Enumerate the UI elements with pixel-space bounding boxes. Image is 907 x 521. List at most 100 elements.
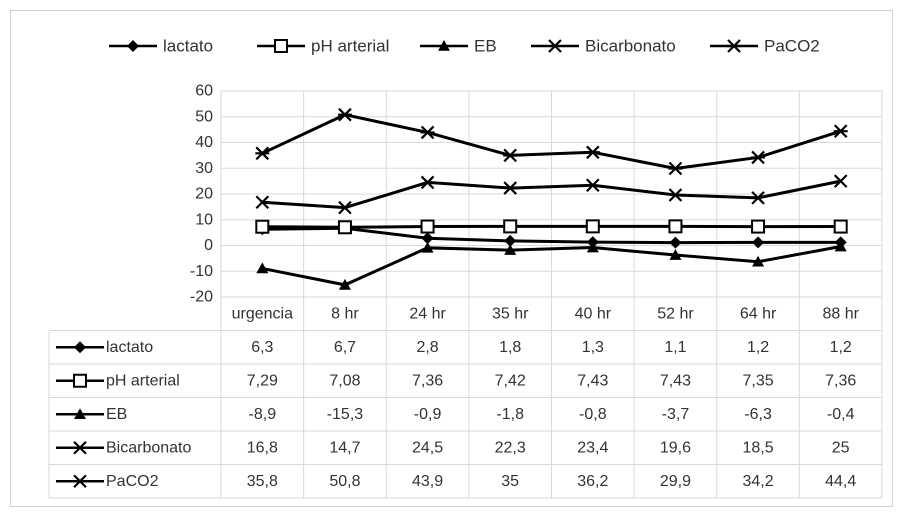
table-row-label-bicarbonato: Bicarbonato [106, 439, 191, 456]
table-row-label-eb: EB [106, 406, 127, 423]
series-line-bicarbonato [262, 179, 841, 210]
y-tick-label: 30 [195, 160, 213, 177]
legend-marker-paco2 [727, 39, 741, 53]
legend-label-lactato: lactato [163, 37, 213, 56]
y-tick-label: 60 [195, 83, 213, 100]
legend-marker-lactato [127, 40, 139, 52]
point-bicarbonato [255, 195, 270, 210]
data-label-paco2: 43,9 [412, 473, 443, 490]
data-label-eb: -0,4 [827, 406, 855, 423]
data-label-eb: -0,8 [579, 406, 607, 423]
chart-frame: lactato pH arterial EB Bicarbonato PaCO2 60 50… [10, 10, 893, 507]
point-paco2 [585, 145, 600, 160]
legend-marker-ph-arterial [274, 39, 288, 53]
point-lactato [504, 234, 517, 247]
data-label-bicarbonato: 25 [832, 439, 850, 456]
point-paco2 [337, 107, 352, 122]
y-tick-label: 50 [195, 108, 213, 125]
point-paco2 [255, 146, 270, 161]
legend-label-ph-arterial: pH arterial [311, 37, 389, 56]
legend-label-bicarbonato: Bicarbonato [585, 37, 676, 56]
point-ph-arterial [255, 219, 270, 234]
category-label-24-hr: 24 hr [409, 305, 446, 322]
data-label-eb: -3,7 [662, 406, 690, 423]
data-label-ph-arterial: 7,36 [825, 372, 856, 389]
point-paco2 [503, 148, 518, 163]
y-tick-label: 10 [195, 211, 213, 228]
point-eb [752, 255, 765, 267]
point-eb [338, 278, 351, 290]
data-label-paco2: 35,8 [247, 473, 278, 490]
table-key-marker-lactato [74, 341, 86, 354]
data-label-lactato: 1,2 [830, 339, 852, 356]
table-row-label-ph-arterial: pH arterial [106, 372, 180, 389]
category-label-88-hr: 88 hr [822, 305, 859, 322]
point-ph-arterial [833, 219, 848, 234]
data-label-ph-arterial: 7,43 [577, 372, 608, 389]
y-tick-label: 0 [204, 237, 213, 254]
data-label-paco2: 34,2 [742, 473, 773, 490]
point-ph-arterial [420, 219, 435, 234]
table-key-marker-bicarbonato [73, 440, 87, 455]
point-eb [504, 244, 517, 255]
point-lactato [421, 232, 434, 245]
category-label-8-hr: 8 hr [331, 305, 359, 322]
point-ph-arterial [585, 219, 600, 234]
data-label-bicarbonato: 22,3 [495, 439, 526, 456]
data-label-eb: -0,9 [414, 406, 442, 423]
data-label-paco2: 36,2 [577, 473, 608, 490]
category-label-35-hr: 35 hr [492, 305, 529, 322]
point-bicarbonato [338, 200, 352, 215]
table-row-label-lactato: lactato [106, 339, 153, 356]
data-label-bicarbonato: 14,7 [329, 439, 360, 456]
point-bicarbonato [833, 174, 848, 188]
data-label-lactato: 1,2 [747, 339, 769, 356]
data-label-paco2: 44,4 [825, 473, 856, 490]
point-eb [669, 249, 682, 260]
point-eb [586, 241, 599, 253]
data-label-eb: -6,3 [744, 406, 772, 423]
y-tick-label: 20 [195, 186, 213, 203]
data-label-lactato: 1,1 [664, 339, 686, 356]
point-bicarbonato [586, 178, 600, 193]
data-label-lactato: 6,3 [251, 339, 273, 356]
y-tick-label: -20 [190, 289, 213, 306]
series-line-ph-arterial [262, 224, 841, 229]
data-label-lactato: 1,3 [582, 339, 604, 356]
data-label-ph-arterial: 7,36 [412, 372, 443, 389]
legend-marker-eb [438, 40, 450, 51]
data-label-lactato: 1,8 [499, 339, 521, 356]
point-bicarbonato [668, 188, 683, 202]
table-key-marker-eb [74, 408, 86, 420]
legend-marker-bicarbonato [548, 39, 562, 53]
point-bicarbonato [751, 191, 765, 205]
data-label-lactato: 6,7 [334, 339, 356, 356]
point-paco2 [420, 125, 435, 140]
data-label-ph-arterial: 7,35 [742, 372, 773, 389]
legend-label-eb: EB [474, 37, 497, 56]
table-key-marker-paco2 [73, 474, 87, 489]
category-label-64-hr: 64 hr [740, 305, 777, 322]
data-label-eb: -15,3 [327, 406, 364, 423]
data-label-ph-arterial: 7,29 [247, 372, 278, 389]
point-ph-arterial [668, 219, 683, 234]
y-tick-label: 40 [195, 134, 213, 151]
data-label-eb: -1,8 [496, 406, 524, 423]
point-ph-arterial [751, 219, 766, 234]
data-label-lactato: 2,8 [416, 339, 438, 356]
data-label-eb: -8,9 [249, 406, 277, 423]
point-bicarbonato [420, 175, 435, 190]
series-line-lactato [262, 226, 841, 245]
point-lactato [752, 236, 765, 249]
point-paco2 [833, 124, 848, 138]
data-label-paco2: 35 [501, 473, 519, 490]
data-label-paco2: 29,9 [660, 473, 691, 490]
data-label-paco2: 50,8 [329, 473, 360, 490]
point-ph-arterial [337, 220, 352, 235]
data-label-ph-arterial: 7,08 [329, 372, 360, 389]
point-eb [256, 262, 269, 274]
series-line-eb [262, 245, 841, 287]
data-label-ph-arterial: 7,43 [660, 372, 691, 389]
data-label-bicarbonato: 19,6 [660, 439, 691, 456]
data-label-ph-arterial: 7,42 [495, 372, 526, 389]
